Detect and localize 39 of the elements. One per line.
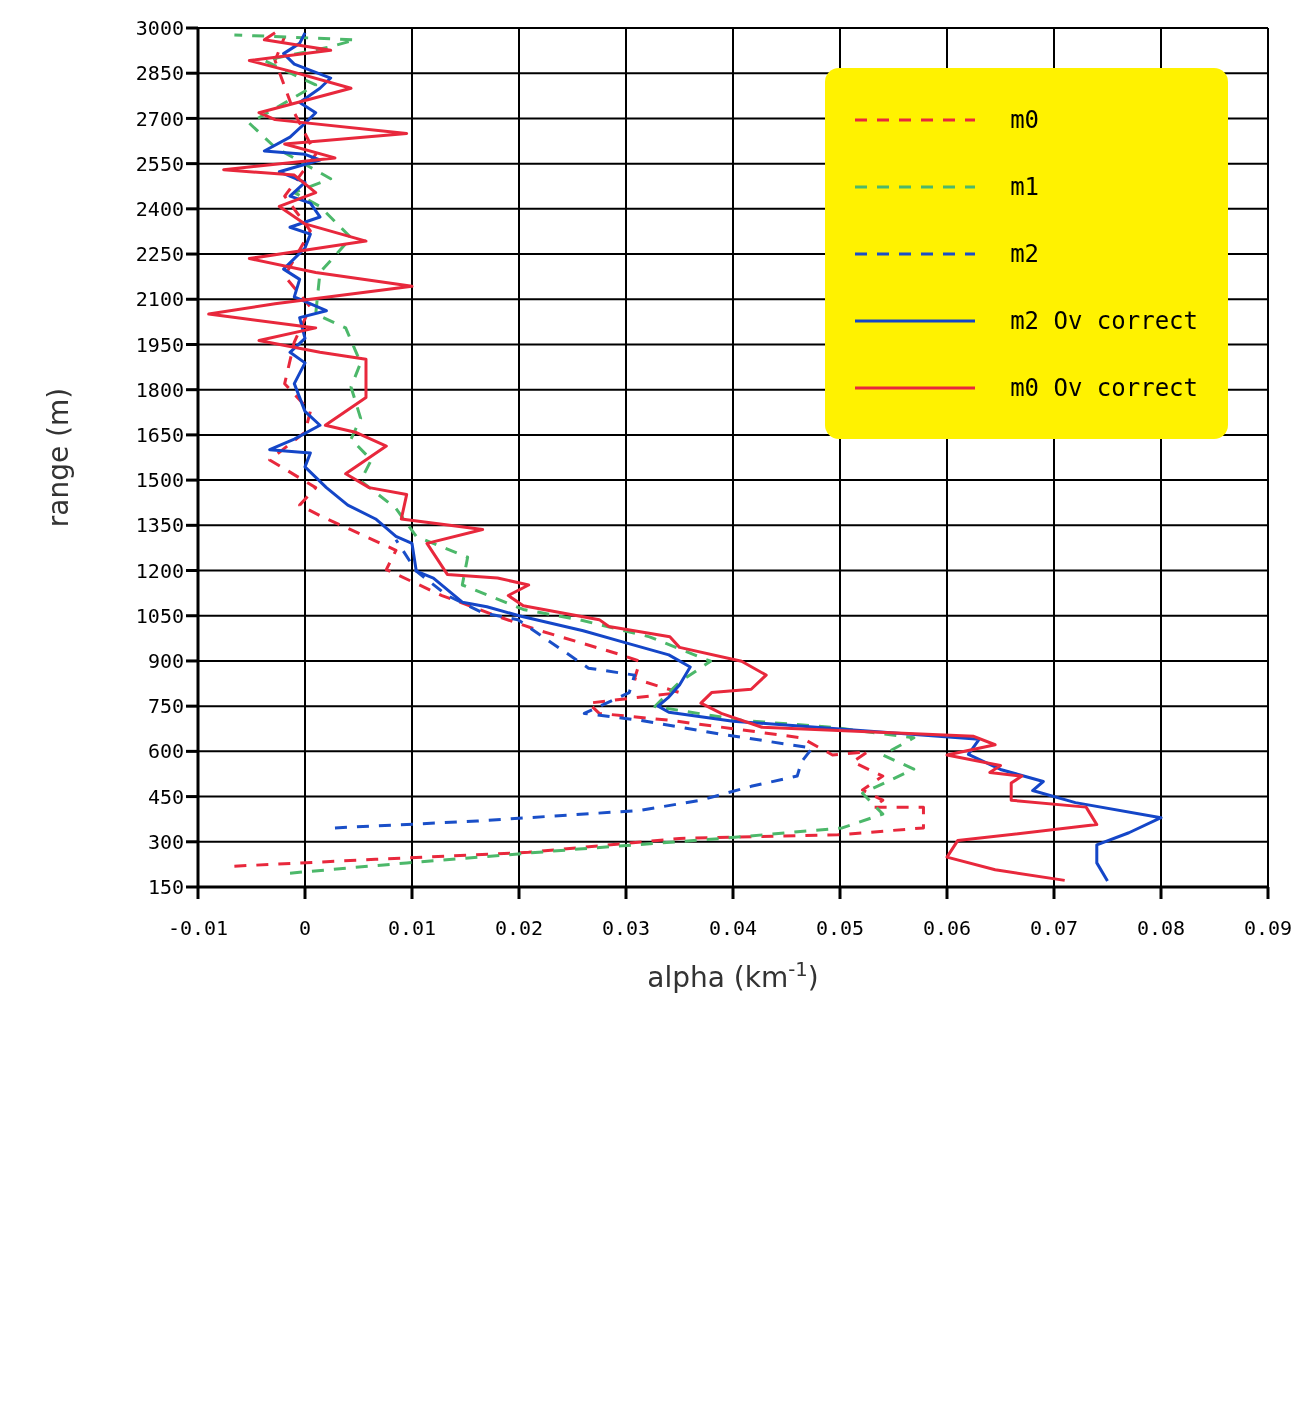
y-tick-label: 2550 — [135, 151, 184, 176]
x-tick-label: 0.05 — [815, 916, 865, 941]
y-tick-label: 2100 — [135, 287, 184, 312]
y-tick-label: 1200 — [135, 558, 184, 583]
legend-label: m2 Ov correct — [1010, 306, 1198, 335]
x-tick-label: 0.07 — [1029, 916, 1079, 941]
y-tick-label: 2700 — [135, 106, 184, 131]
legend-label: m0 Ov correct — [1010, 373, 1198, 402]
y-tick-label: 1050 — [135, 603, 184, 628]
y-tick-label: 600 — [147, 739, 184, 764]
x-tick-label: 0.03 — [601, 916, 651, 941]
x-tick-label: 0.02 — [494, 916, 544, 941]
line-series — [333, 538, 814, 830]
y-tick-label: 900 — [147, 649, 184, 674]
x-tick-label: 0.09 — [1243, 916, 1293, 941]
y-tick-label: 1350 — [135, 513, 184, 538]
y-tick-label: 1950 — [135, 332, 184, 357]
x-tick-label: 0.06 — [922, 916, 972, 941]
x-tick-label: -0.01 — [167, 916, 229, 941]
x-tick-label: 0.01 — [387, 916, 437, 941]
y-tick-label: 150 — [147, 875, 184, 900]
legend-label: m1 — [1010, 172, 1040, 201]
y-axis-title: range (m) — [42, 387, 75, 528]
y-tick-label: 3000 — [135, 16, 184, 41]
y-tick-label: 1500 — [135, 468, 184, 493]
x-axis-title: alpha (km$^{-1}$) — [647, 957, 819, 994]
y-tick-label: 2850 — [135, 61, 184, 86]
x-tick-label: 0.08 — [1136, 916, 1186, 941]
x-tick-label: 0 — [298, 916, 312, 941]
y-tick-label: 1800 — [135, 377, 184, 402]
y-tick-label: 300 — [147, 829, 184, 854]
y-tick-label: 2250 — [135, 242, 184, 267]
y-tick-label: 2400 — [135, 196, 184, 221]
y-tick-label: 1650 — [135, 422, 184, 447]
x-tick-label: 0.04 — [708, 916, 758, 941]
legend-label: m0 — [1010, 105, 1040, 134]
y-tick-label: 750 — [147, 694, 184, 719]
y-tick-label: 450 — [147, 784, 184, 809]
legend-label: m2 — [1010, 239, 1040, 268]
